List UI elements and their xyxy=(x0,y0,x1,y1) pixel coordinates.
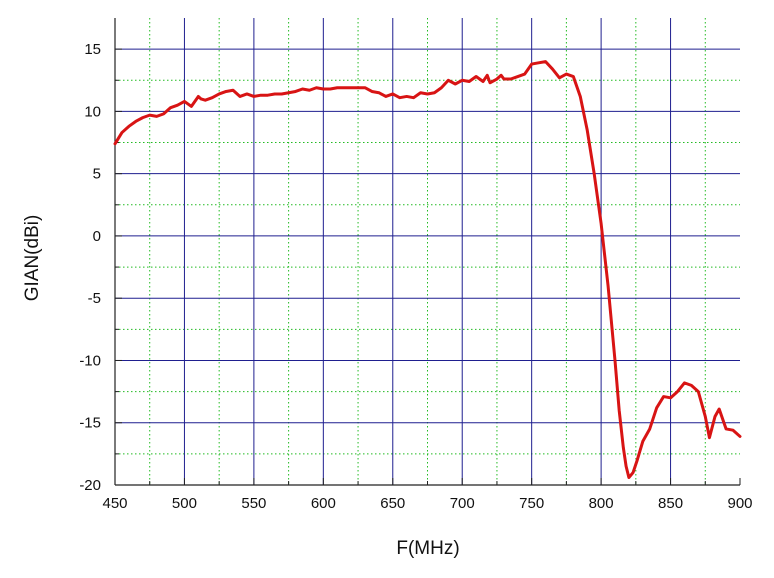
x-tick-label: 900 xyxy=(727,495,752,512)
x-tick-label: 700 xyxy=(450,495,475,512)
series-layer xyxy=(113,60,742,480)
y-tick-label: -20 xyxy=(79,477,101,494)
x-tick-label: 600 xyxy=(311,495,336,512)
x-tick-label: 650 xyxy=(380,495,405,512)
series-line-0 xyxy=(113,60,742,480)
x-tick-label: 550 xyxy=(241,495,266,512)
y-tick-label: 5 xyxy=(93,166,101,183)
y-tick-label: -5 xyxy=(88,290,101,307)
y-tick-label: 0 xyxy=(93,228,101,245)
y-tick-label: 15 xyxy=(84,41,101,58)
minor-grid xyxy=(115,18,740,485)
y-tick-label: 10 xyxy=(84,103,101,120)
x-tick-labels: 450 500 550 600 650 700 750 800 850 900 xyxy=(102,495,752,512)
x-axis-label: F(MHz) xyxy=(396,538,459,559)
x-tick-label: 450 xyxy=(102,495,127,512)
x-tick-label: 850 xyxy=(658,495,683,512)
major-grid xyxy=(115,18,740,485)
y-tick-label: -10 xyxy=(79,352,101,369)
y-tick-label: -15 xyxy=(79,415,101,432)
plot-frame xyxy=(114,18,740,486)
y-tick-labels: -20 -15 -10 -5 0 5 10 15 xyxy=(79,41,101,494)
y-axis-label: GIAN(dBi) xyxy=(22,215,43,302)
x-tick-label: 750 xyxy=(519,495,544,512)
x-tick-label: 500 xyxy=(172,495,197,512)
x-tick-label: 800 xyxy=(589,495,614,512)
